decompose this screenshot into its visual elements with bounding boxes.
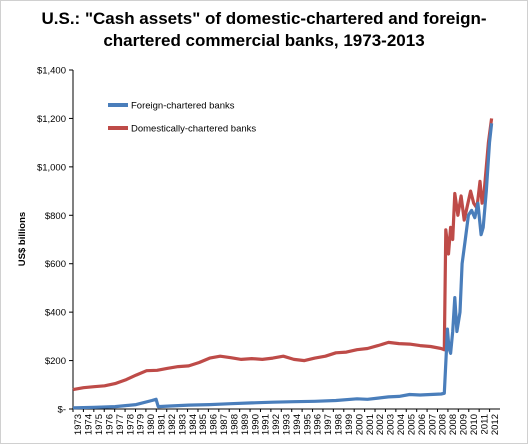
x-tick-label: 2010 [469,414,480,435]
legend-label: Foreign-chartered banks [131,101,235,112]
x-tick-label: 1974 [84,414,95,435]
x-tick-label: 1992 [271,414,282,435]
x-tick-label: 2004 [396,414,407,435]
chart-title: U.S.: "Cash assets" of domestic-chartere… [41,9,487,50]
x-tick-label: 1979 [136,414,147,435]
y-tick-label: $400 [45,308,66,319]
legend: Foreign-chartered banks Domestically-char… [108,101,256,135]
x-tick-label: 1993 [282,414,293,435]
x-tick-label: 1973 [73,414,84,435]
y-tick-label: $1,400 [37,66,66,77]
x-axis: 1973 1974 1975 1976 1977 1978 1979 1980 1981 1982… [72,408,501,435]
x-tick-label: 1999 [344,414,355,435]
x-tick-label: 1982 [167,414,178,435]
y-axis-label: US$ billions [17,212,28,266]
x-tick-label: 2007 [427,414,438,435]
x-tick-label: 1996 [313,414,324,435]
series-line-domestically-chartered [72,118,494,392]
x-tick-label: 2009 [459,414,470,435]
y-tick-label: $1,000 [37,162,66,173]
x-tick-label: 2008 [448,414,459,435]
x-tick-label: 2002 [375,414,386,435]
x-tick-label: 1975 [94,414,105,435]
x-tick-label: 1985 [198,414,209,435]
x-tick-label: 1983 [177,414,188,435]
x-tick-label: 1977 [115,414,126,435]
x-tick-label: 2012 [490,414,501,435]
x-tick-label: 1987 [219,414,230,435]
x-tick-label: 1991 [261,414,272,435]
x-tick-label: 1978 [125,414,136,435]
y-tick-label: $1,200 [37,114,66,125]
y-tick-label: $- [58,405,66,416]
y-tick-label: $200 [45,356,66,367]
y-tick-label: $600 [45,259,66,270]
x-tick-label: 2000 [354,414,365,435]
x-tick-label: 1995 [302,414,313,435]
x-tick-label: 2001 [365,414,376,435]
x-tick-label: 1997 [323,414,334,435]
x-tick-label: 1986 [209,414,220,435]
x-tick-label: 1998 [334,414,345,435]
x-tick-label: 1980 [146,414,157,435]
x-tick-label: 1990 [250,414,261,435]
x-tick-label: 1994 [292,414,303,435]
x-tick-label: 2003 [386,414,397,435]
legend-label: Domestically-chartered banks [131,124,256,135]
series-line-foreign-chartered [72,123,494,410]
x-tick-label: 1984 [188,414,199,435]
x-tick-label: 1976 [104,414,115,435]
x-tick-label: 2008 [438,414,449,435]
x-tick-label: 1981 [157,414,168,435]
x-tick-label: 2011 [479,414,490,434]
x-tick-label: 1989 [240,414,251,435]
y-axis: $- $200 $400 $600 $800 $1,000 $1,200 $1,400 [37,66,74,416]
x-tick-label: 2006 [417,414,428,435]
series-lines [72,118,494,410]
y-tick-label: $800 [45,211,66,222]
x-tick-label: 2005 [406,414,417,435]
x-tick-label: 1988 [229,414,240,435]
